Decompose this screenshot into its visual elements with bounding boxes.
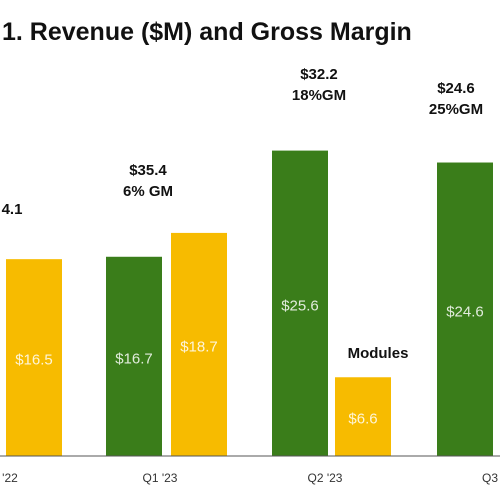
bar-green	[437, 162, 493, 456]
x-tick-label: Q1 '23	[143, 471, 178, 485]
annotations-layer: 4.1 $35.4 6% GM $32.2 18%GM Modules $24.6 25%GM	[2, 66, 484, 362]
bar-value-label: $25.6	[281, 297, 319, 314]
x-tick-label: Q3	[482, 471, 498, 485]
bar-green	[106, 256, 162, 456]
bar-value-label: $18.7	[180, 338, 218, 355]
annotation-label: Modules	[348, 345, 409, 362]
bar-yellow	[6, 259, 62, 456]
chart-title: 1. Revenue ($M) and Gross Margin	[2, 18, 412, 46]
bars-layer: $16.5 $16.7 $18.7 $25.6 $6.6 $24.6	[6, 150, 493, 457]
bar-green	[272, 150, 328, 457]
bar-yellow	[171, 232, 227, 456]
bar-value-label: $6.6	[348, 411, 377, 428]
annotation-label: $24.6 25%GM	[429, 80, 483, 118]
bar-value-label: $24.6	[446, 303, 484, 320]
annotation-label: $35.4 6% GM	[123, 162, 173, 200]
x-axis-ticks: '22 Q1 '23 Q2 '23 Q3	[2, 471, 498, 485]
annotation-label: $32.2 18%GM	[292, 66, 346, 104]
bar-yellow	[335, 377, 391, 456]
x-tick-label: '22	[2, 471, 18, 485]
annotation-label: 4.1	[2, 201, 23, 218]
x-tick-label: Q2 '23	[308, 471, 343, 485]
bar-value-label: $16.7	[115, 350, 153, 367]
bar-value-label: $16.5	[15, 352, 53, 369]
